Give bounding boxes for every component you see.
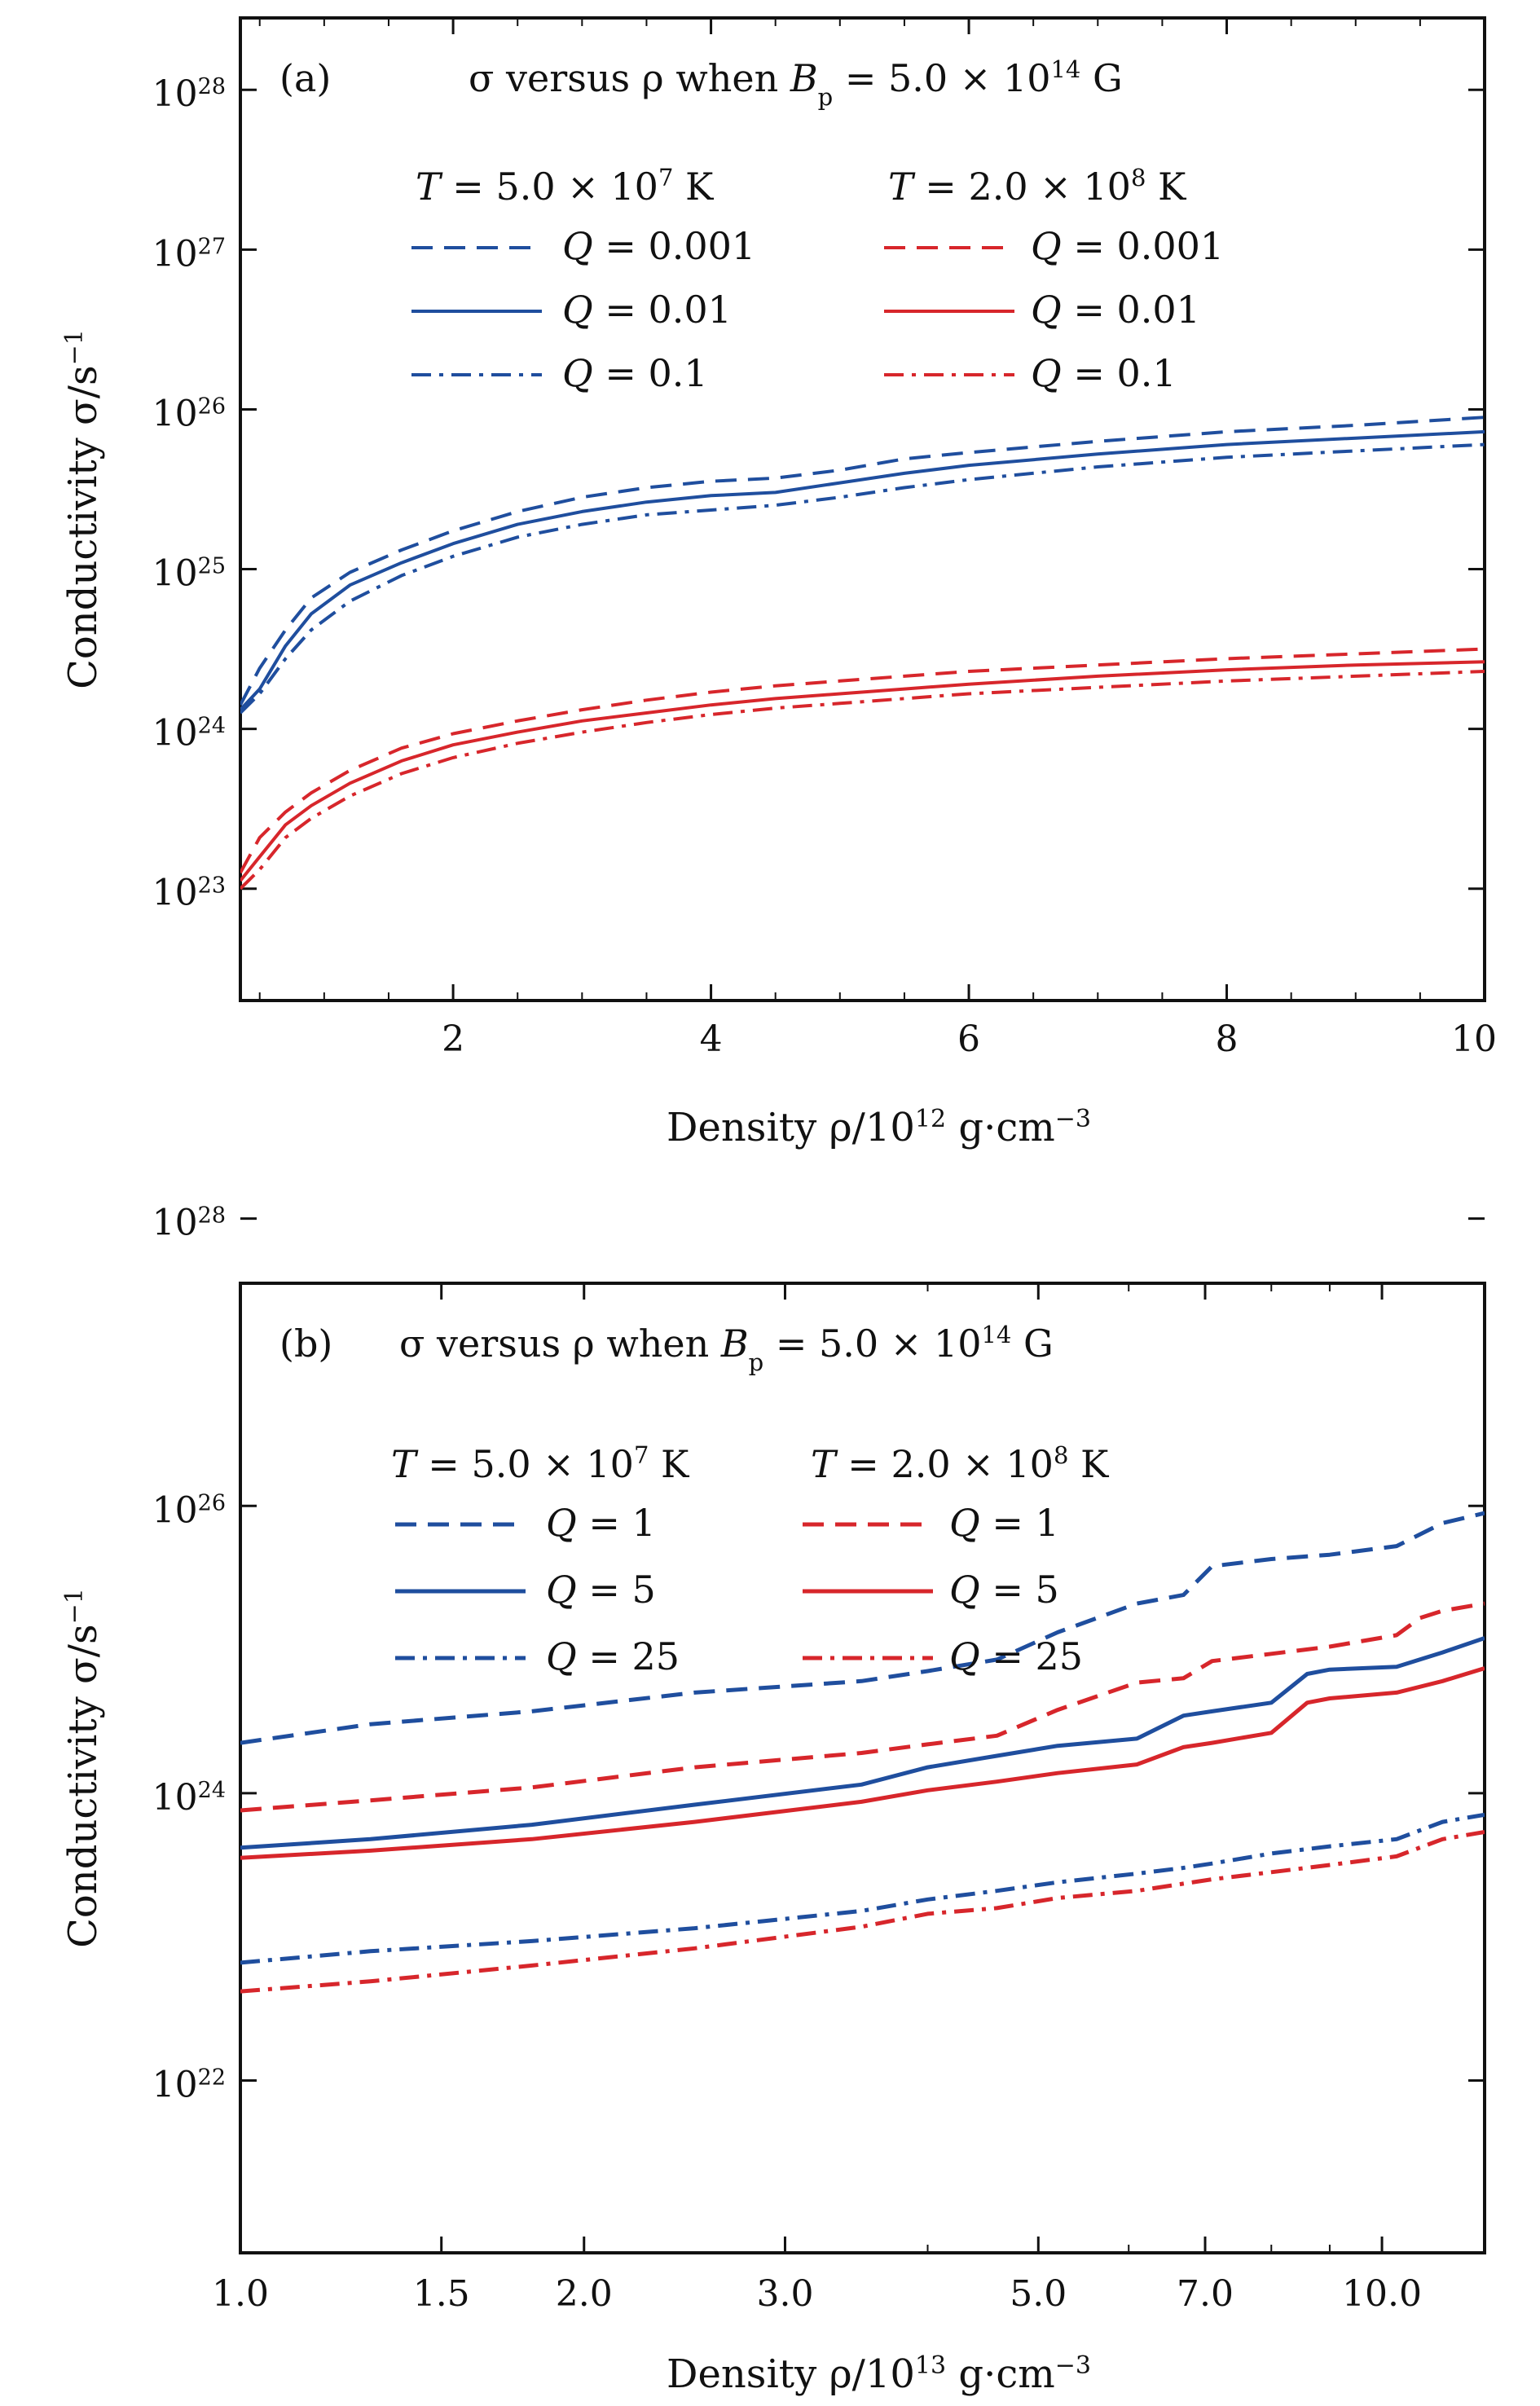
series-layer: [240, 1511, 1485, 1994]
legend-label: Q = 5: [546, 1568, 656, 1612]
legend-header: T = 2.0 × 108 K: [888, 164, 1187, 209]
series-line: [240, 1666, 1485, 1860]
series-line: [240, 1812, 1485, 1965]
y-axis-label: Conductivity σ/s−1: [60, 1588, 107, 1948]
legend-label: Q = 0.1: [562, 351, 708, 395]
x-tick-label: 10.0: [1342, 2273, 1422, 2315]
series-line: [240, 1511, 1485, 1745]
x-tick-label: 10: [1451, 1018, 1497, 1060]
x-tick-label: 5.0: [1010, 2273, 1067, 2315]
x-axis-label: Density ρ/1012 g·cm−3: [667, 1105, 1091, 1151]
plot-frame: [239, 16, 1486, 1002]
series-line: [240, 647, 1485, 874]
legend-label: Q = 5: [949, 1568, 1059, 1612]
series-line: [240, 670, 1485, 891]
series-line: [240, 1601, 1485, 1813]
y-axis-label: Conductivity σ/s−1: [60, 329, 107, 689]
legend-label: Q = 0.01: [562, 288, 732, 332]
x-tick-label: 2.0: [556, 2273, 613, 2315]
panel-b: 1.0 1.5 2.0 3.0 5.0 7.0 10.0 1022 1024 1026 1028 (b…: [60, 1203, 1486, 2398]
x-tick-label: 1.0: [212, 2273, 269, 2315]
legend-label: Q = 1: [949, 1501, 1059, 1545]
y-tick-label: 1023: [152, 873, 226, 914]
series-line: [240, 1636, 1485, 1850]
series-line: [240, 660, 1485, 882]
legend-label: Q = 0.001: [562, 224, 755, 268]
y-tick-label: 1024: [152, 1777, 226, 1819]
panel-label: (b): [279, 1322, 332, 1366]
series-line: [240, 429, 1485, 711]
series-line: [240, 442, 1485, 715]
series-layer: [240, 416, 1485, 891]
legend-header: T = 5.0 × 107 K: [416, 164, 715, 209]
y-tick-label: 1028: [152, 1203, 226, 1244]
legend-label: Q = 0.1: [1031, 351, 1177, 395]
legend-label: Q = 0.001: [1031, 224, 1224, 268]
x-axis-label: Density ρ/1013 g·cm−3: [667, 2351, 1091, 2398]
y-tick-label: 1026: [152, 393, 226, 434]
chart-title: σ versus ρ when Bp = 5.0 × 1014 G: [399, 1321, 1054, 1376]
x-tick-label: 7.0: [1177, 2273, 1234, 2315]
legend-label: Q = 0.01: [1031, 288, 1200, 332]
legend-header: T = 5.0 × 107 K: [391, 1441, 690, 1486]
legend: T = 5.0 × 107 K T = 2.0 × 108 K Q = 1 Q = 5…: [391, 1441, 1110, 1678]
x-tick-label: 8: [1216, 1018, 1239, 1060]
legend-label: Q = 25: [546, 1634, 680, 1678]
y-tick-label: 1025: [152, 553, 226, 595]
y-tick-label: 1026: [152, 1489, 226, 1531]
legend: T = 5.0 × 107 K T = 2.0 × 108 K Q = 0.001 Q…: [411, 164, 1224, 395]
chart-title: σ versus ρ when Bp = 5.0 × 1014 G: [469, 55, 1123, 111]
x-tick-label: 3.0: [756, 2273, 813, 2315]
legend-label: Q = 25: [949, 1634, 1083, 1678]
legend-header: T = 2.0 × 108 K: [811, 1441, 1110, 1486]
y-tick-label: 1024: [152, 713, 226, 754]
series-line: [240, 416, 1485, 706]
x-tick-label: 6: [957, 1018, 980, 1060]
panel-label: (a): [279, 56, 331, 100]
y-tick-label: 1027: [152, 233, 226, 275]
legend-label: Q = 1: [546, 1501, 656, 1545]
x-tick-label: 2: [442, 1018, 464, 1060]
y-tick-label: 1028: [152, 73, 226, 115]
series-line: [240, 1830, 1485, 1994]
panel-a: 2 4 6 8 10 1023 1024 1025 1026 1027 1028 (a) σ versu…: [60, 16, 1497, 1151]
plot-frame: [239, 1282, 1486, 2254]
y-tick-label: 1022: [152, 2064, 226, 2105]
x-tick-label: 4: [700, 1018, 723, 1060]
x-tick-label: 1.5: [413, 2273, 470, 2315]
